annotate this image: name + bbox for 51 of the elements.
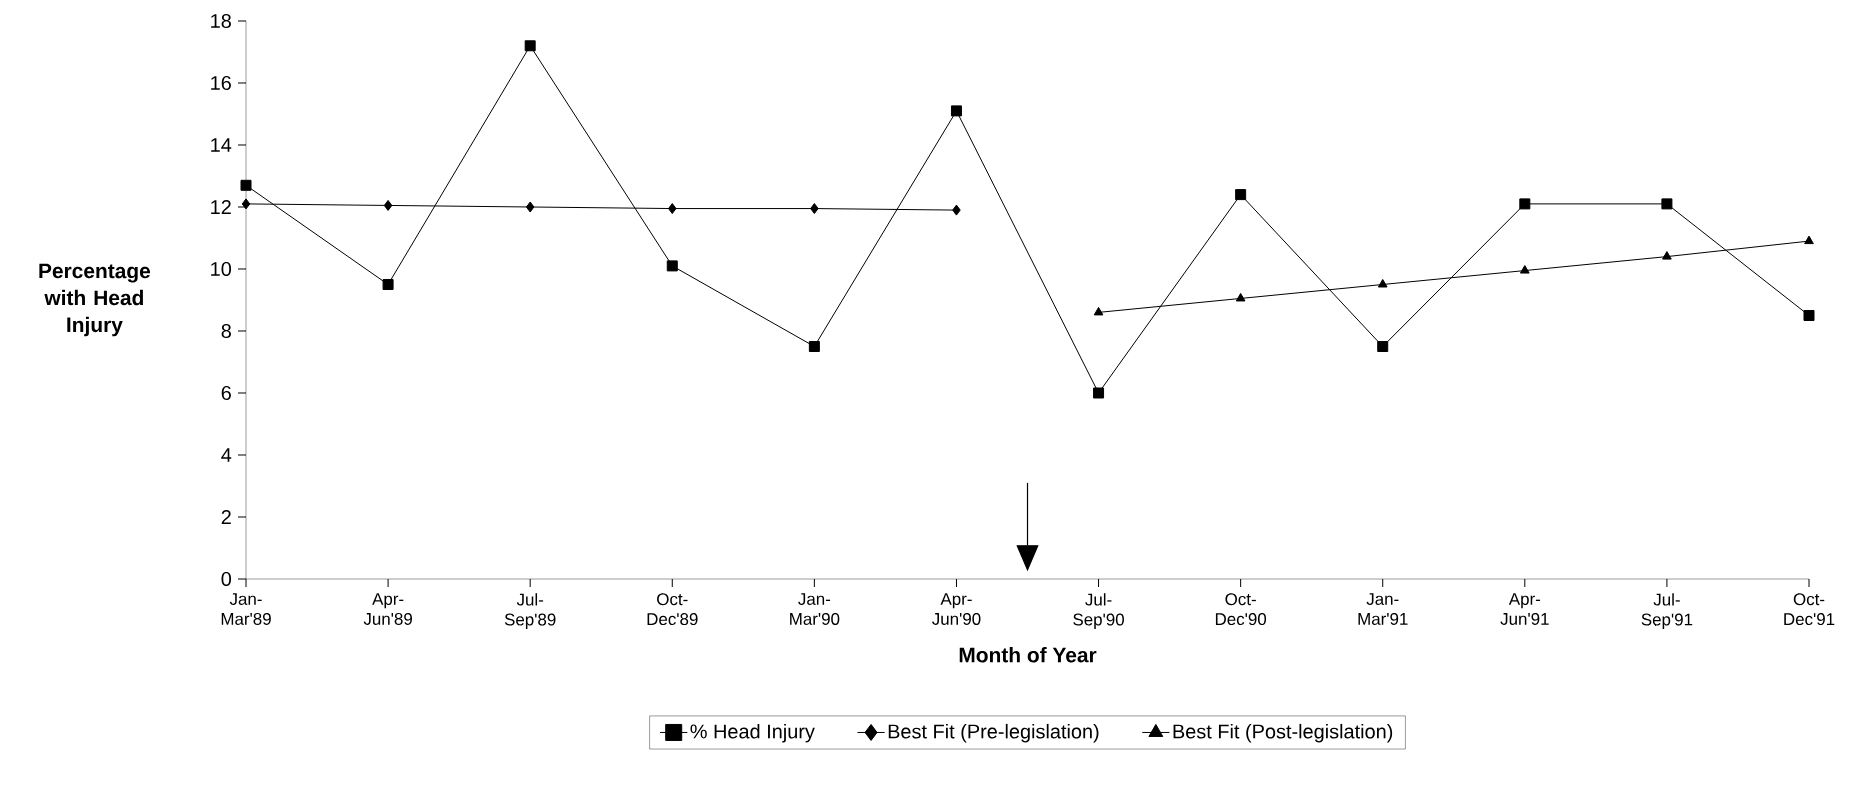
point [950,105,962,117]
legend-label: Best Fit (Post-legislation) [1173,723,1393,743]
point [1235,292,1246,302]
y-tick-label: 6 [221,385,231,401]
point [1235,189,1247,201]
y-tick-label: 16 [211,75,231,91]
point [525,201,535,213]
point [1093,306,1104,316]
y-tick-label: 8 [221,323,231,339]
point [668,203,677,215]
y-axis-title: Percentage with Head Injury [39,263,151,337]
point [952,204,961,216]
point [1519,265,1530,274]
point [240,179,252,191]
point [666,260,678,272]
y-tick-label: 0 [221,571,232,587]
point [1804,235,1814,245]
y-tick-label: 10 [211,261,232,277]
x-tick-label: Oct-Dec'90 [1215,593,1267,626]
point [1661,198,1673,210]
x-tick-label: Jan-Mar'90 [790,593,840,625]
point [1377,341,1389,352]
x-axis-title: Month of Year [959,647,1097,663]
point [1519,198,1531,210]
y-tick-label: 12 [211,200,231,214]
x-tick-label: Oct-Dec'89 [647,593,698,626]
x-tick-label: Jan-Mar'91 [1358,593,1408,625]
x-tick-label: Oct-Dec'91 [1784,593,1835,626]
x-tick-label: Apr-Jun'89 [363,593,412,625]
x-tick-label: Jul-Sep'90 [1073,593,1124,629]
x-tick-label: Jul-Sep'89 [504,593,556,629]
point [1803,310,1815,321]
x-tick-label: Apr-Jun'91 [1500,593,1549,625]
point [810,203,819,215]
y-tick-label: 2 [221,510,231,524]
point [1093,387,1105,399]
legend-label: Best Fit (Pre-legislation) [888,723,1099,743]
y-tick-label: 18 [211,13,231,29]
y-tick-label: 14 [211,138,232,152]
point [382,279,394,290]
point [808,341,820,352]
point [241,198,251,210]
point [1662,251,1672,260]
x-tick-label: Apr-Jun'90 [932,593,981,625]
point [524,40,536,52]
point [383,199,393,211]
point [1377,279,1388,288]
x-tick-label: Jul-Sep'91 [1641,593,1693,629]
legend-label: % Head Injury [690,723,815,743]
x-tick-label: Jan-Mar'89 [221,593,271,625]
y-tick-label: 4 [221,448,232,462]
